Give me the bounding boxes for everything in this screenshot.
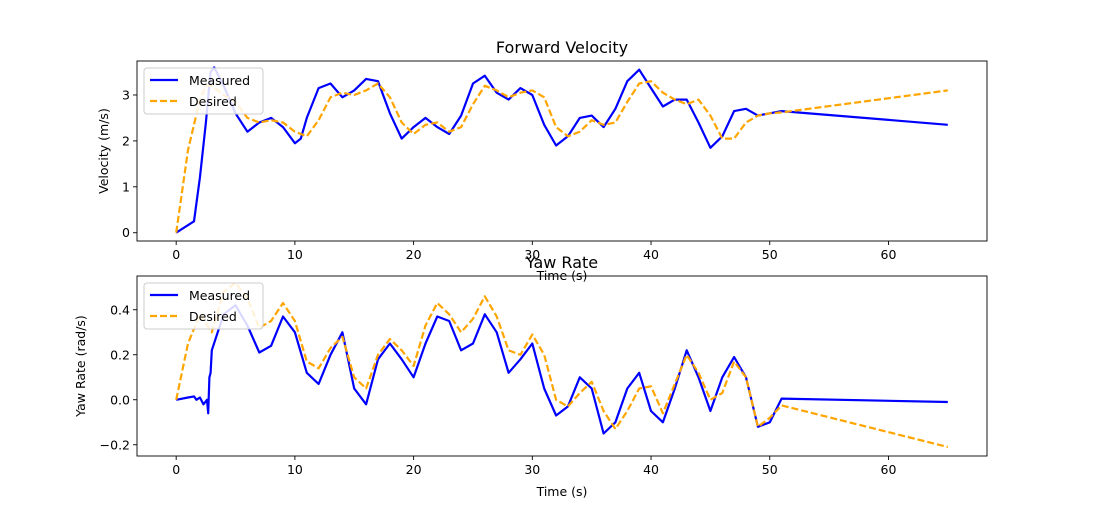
- forward-velocity-lines: [175, 66, 948, 234]
- series-measured-line: [175, 66, 948, 234]
- y-tick-label: 0.4: [110, 302, 130, 317]
- x-tick-label: 20: [406, 247, 422, 262]
- yaw-rate-axes-frame: [136, 275, 988, 457]
- y-tick-label: 0: [122, 225, 130, 240]
- y-tick-label: −0.2: [100, 437, 130, 452]
- x-tick-label: 60: [881, 247, 897, 262]
- yaw-rate-panel: Yaw Rate Time (s) Yaw Rate (rad/s) 0 10 20…: [73, 253, 988, 499]
- x-tick-label: 40: [643, 247, 659, 262]
- yaw-rate-legend: Measured Desired: [143, 282, 264, 330]
- yaw-rate-y-ticks: −0.2 0.0 0.2 0.4: [100, 302, 137, 452]
- yaw-rate-lines: [175, 281, 949, 449]
- x-tick-label: 40: [643, 462, 659, 477]
- forward-velocity-axes-frame: [136, 60, 988, 242]
- legend-desired-label: Desired: [189, 309, 237, 324]
- x-tick-label: 30: [524, 462, 540, 477]
- x-tick-label: 60: [881, 462, 897, 477]
- series-desired-line: [175, 80, 948, 233]
- forward-velocity-y-ticks: 0 1 2 3: [122, 87, 137, 240]
- x-tick-label: 50: [762, 462, 778, 477]
- y-tick-label: 1: [122, 179, 130, 194]
- series-desired-line: [175, 281, 949, 449]
- y-tick-label: 0.2: [110, 347, 130, 362]
- forward-velocity-title: Forward Velocity: [496, 38, 628, 57]
- yaw-rate-title: Yaw Rate: [525, 253, 598, 272]
- forward-velocity-x-ticks: 0 10 20 30 40 50 60: [172, 241, 896, 262]
- yaw-rate-x-ticks: 0 10 20 30 40 50 60: [172, 456, 896, 477]
- x-tick-label: 10: [287, 462, 303, 477]
- legend-measured-label: Measured: [189, 288, 250, 303]
- y-tick-label: 0.0: [110, 392, 130, 407]
- x-tick-label: 0: [172, 462, 180, 477]
- forward-velocity-ylabel: Velocity (m/s): [96, 108, 111, 194]
- forward-velocity-legend: Measured Desired: [143, 67, 264, 115]
- x-tick-label: 20: [406, 462, 422, 477]
- yaw-rate-ylabel: Yaw Rate (rad/s): [73, 315, 88, 418]
- series-measured-line: [175, 304, 948, 435]
- x-tick-label: 50: [762, 247, 778, 262]
- yaw-rate-xlabel: Time (s): [536, 484, 588, 499]
- y-tick-label: 3: [122, 87, 130, 102]
- y-tick-label: 2: [122, 133, 130, 148]
- x-tick-label: 0: [172, 247, 180, 262]
- forward-velocity-panel: Forward Velocity Time (s) Velocity (m/s)…: [96, 38, 988, 283]
- legend-measured-label: Measured: [189, 73, 250, 88]
- forward-velocity-xlabel: Time (s): [536, 268, 588, 283]
- legend-desired-label: Desired: [189, 94, 237, 109]
- x-tick-label: 10: [287, 247, 303, 262]
- x-tick-label: 30: [524, 247, 540, 262]
